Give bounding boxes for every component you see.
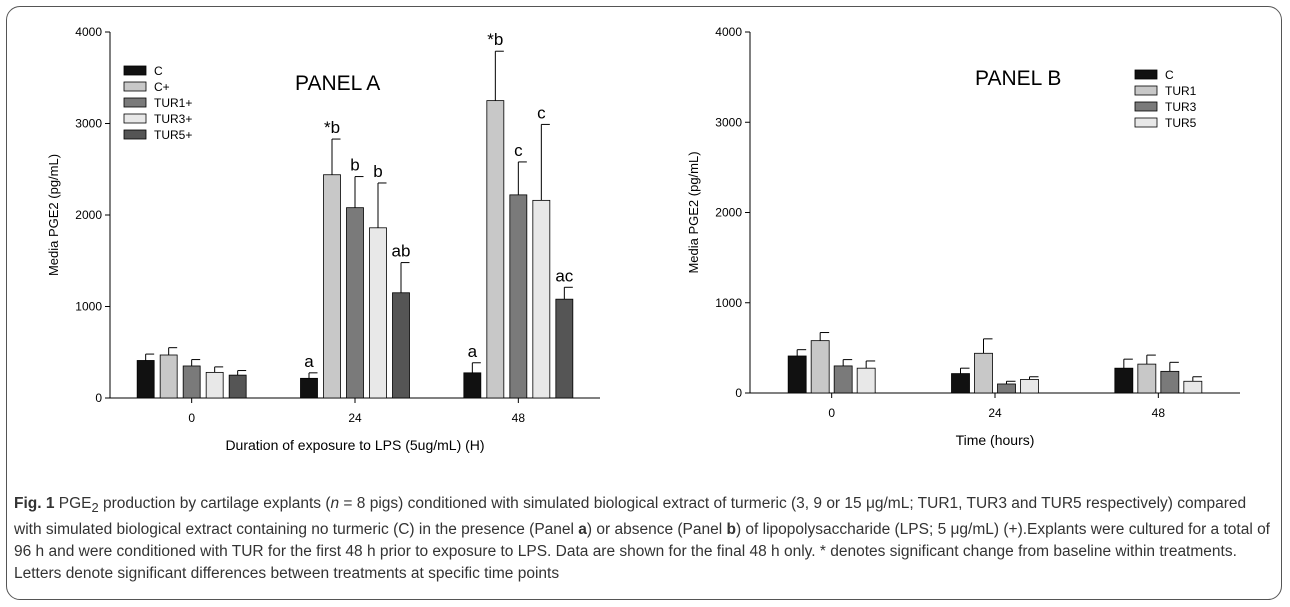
bar-annotation: c — [537, 103, 546, 122]
bar — [159, 354, 178, 399]
caption-fig-label: Fig. 1 — [14, 495, 55, 512]
legend-label: TUR5 — [1165, 116, 1197, 130]
bar — [787, 355, 807, 394]
y-tick-label: 2000 — [715, 206, 742, 220]
bar — [997, 383, 1016, 394]
bar — [182, 365, 201, 399]
bar — [810, 340, 830, 394]
legend-label: TUR1 — [1165, 84, 1197, 98]
y-tick-label: 4000 — [75, 25, 102, 39]
legend-swatch — [123, 81, 147, 92]
bar-annotation: b — [350, 156, 359, 175]
panel-label: PANEL A — [295, 72, 380, 95]
legend-label: C — [1165, 68, 1174, 82]
y-tick-label: 0 — [95, 391, 102, 405]
panel-label: PANEL B — [975, 67, 1061, 90]
caption-panel-b: b — [726, 521, 736, 539]
legend-swatch — [1134, 101, 1158, 112]
legend-swatch — [123, 65, 147, 76]
bar — [951, 373, 970, 394]
bar — [486, 100, 505, 399]
bar-annotation: *b — [324, 118, 340, 137]
bar — [509, 194, 528, 399]
caption-panel-a: a — [578, 521, 587, 539]
caption-text-4: ) or absence (Panel — [586, 521, 727, 539]
y-axis-label: Media PGE2 (pg/mL) — [686, 151, 701, 273]
bar — [1160, 370, 1180, 394]
legend-label: TUR1+ — [154, 96, 192, 110]
bar — [392, 292, 410, 399]
chart-panel-b: 0 1000 2000 3000 4000 Media PGE2 (pg/mL) Time … — [686, 25, 1240, 448]
bar-annotation: b — [373, 162, 382, 181]
bar — [856, 367, 876, 394]
bar-annotation: c — [514, 141, 523, 160]
bar — [136, 360, 155, 399]
y-axis-label: Media PGE2 (pg/mL) — [46, 154, 61, 276]
legend-label: C — [154, 64, 163, 78]
y-tick-label: 0 — [735, 386, 742, 400]
x-tick-label: 48 — [1152, 406, 1166, 420]
y-tick-label: 2000 — [75, 208, 102, 222]
legend-swatch — [123, 129, 147, 140]
y-tick-label: 4000 — [715, 25, 742, 39]
y-tick-label: 1000 — [75, 300, 102, 314]
bar — [369, 227, 387, 399]
legend-label: TUR3+ — [154, 112, 192, 126]
bar — [974, 352, 993, 394]
x-tick-label: 24 — [348, 411, 362, 425]
bar — [323, 174, 341, 399]
chart-panel-a: 0 1000 2000 3000 4000 Media PGE2 (pg/mL) Durat… — [46, 25, 600, 453]
bar-annotation: *b — [487, 30, 503, 49]
bar-annotation: a — [304, 352, 314, 371]
bar — [300, 377, 318, 399]
figure-caption: Fig. 1 PGE2 production by cartilage expl… — [14, 493, 1272, 585]
y-tick-label: 3000 — [715, 115, 742, 129]
caption-text-1: PGE — [54, 495, 92, 512]
bar-annotation: ac — [555, 266, 573, 285]
caption-text-2: production by cartilage explants ( — [98, 495, 331, 512]
bar — [463, 372, 482, 399]
caption-subscript: 2 — [91, 500, 99, 516]
bar — [1114, 367, 1134, 394]
x-axis-label: Duration of exposure to LPS (5ug/mL) (H) — [225, 437, 484, 453]
y-tick-label: 1000 — [715, 296, 742, 310]
legend-swatch — [123, 97, 147, 108]
bar-annotation: ab — [392, 242, 411, 261]
bar — [833, 365, 853, 394]
bar — [1137, 363, 1157, 394]
x-tick-label: 0 — [188, 411, 195, 425]
legend-label: TUR5+ — [154, 128, 192, 142]
caption-n: n — [330, 495, 340, 512]
x-axis-label: Time (hours) — [956, 432, 1035, 448]
caption-text-5: ) of lipopolysaccharide (LPS; 5 μg/mL) (… — [14, 521, 1270, 583]
legend-label: TUR3 — [1165, 100, 1197, 114]
bar — [228, 374, 247, 399]
legend-swatch — [123, 113, 147, 124]
x-tick-label: 48 — [512, 411, 526, 425]
bar — [346, 207, 364, 399]
caption-text-3: = 8 pigs) conditioned with simulated bio… — [14, 495, 1247, 539]
figure-frame — [6, 6, 1282, 600]
bar — [1020, 379, 1039, 394]
bar — [555, 298, 574, 399]
x-tick-label: 0 — [828, 406, 835, 420]
x-tick-label: 24 — [988, 406, 1002, 420]
bar — [532, 199, 551, 399]
legend-swatch — [1134, 117, 1158, 128]
legend-label: C+ — [154, 80, 170, 94]
bar — [205, 371, 224, 399]
y-tick-label: 3000 — [75, 117, 102, 131]
bar-annotation: a — [468, 342, 478, 361]
bar — [1183, 380, 1203, 394]
legend-swatch — [1134, 69, 1158, 80]
legend-swatch — [1134, 85, 1158, 96]
